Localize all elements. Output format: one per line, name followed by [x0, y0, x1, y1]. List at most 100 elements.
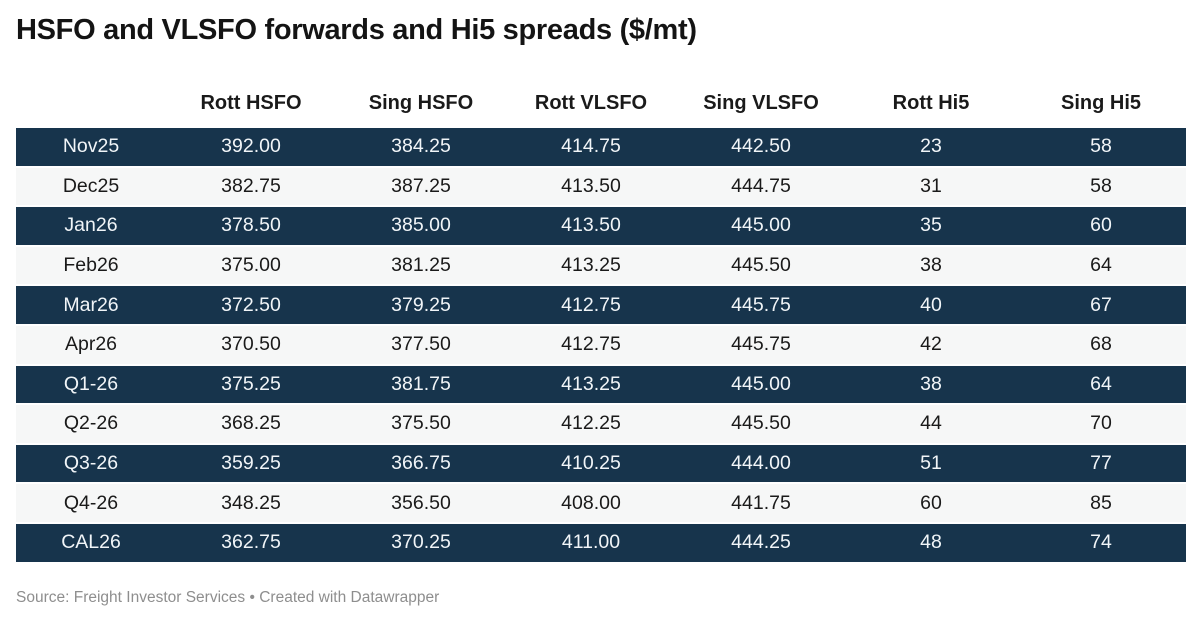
footer: Source: Freight Investor Services • Crea…: [16, 589, 1186, 607]
cell-value: 38: [846, 363, 1016, 404]
cell-value: 444.75: [676, 165, 846, 206]
table-row: Q2-26 368.25 375.50 412.25 445.50 44 70: [16, 403, 1186, 443]
cell-value: 379.25: [336, 284, 506, 324]
row-label: Apr26: [16, 323, 166, 364]
cell-value: 38: [846, 244, 1016, 285]
cell-value: 412.25: [506, 403, 676, 443]
footer-separator: •: [245, 588, 260, 606]
table-row: Q4-26 348.25 356.50 408.00 441.75 60 85: [16, 482, 1186, 522]
cell-value: 385.00: [336, 205, 506, 245]
cell-value: 375.00: [166, 244, 336, 285]
cell-value: 444.00: [676, 442, 846, 483]
cell-value: 408.00: [506, 482, 676, 522]
table-row: Jan26 378.50 385.00 413.50 445.00 35 60: [16, 205, 1186, 245]
cell-value: 375.50: [336, 403, 506, 443]
cell-value: 445.50: [676, 403, 846, 443]
cell-value: 366.75: [336, 442, 506, 483]
cell-value: 445.00: [676, 363, 846, 404]
row-label: Mar26: [16, 284, 166, 324]
header-rott-vlsfo: Rott VLSFO: [534, 92, 648, 114]
cell-value: 359.25: [166, 442, 336, 483]
cell-value: 445.75: [676, 284, 846, 324]
cell-value: 381.25: [336, 244, 506, 285]
source-link[interactable]: Freight Investor Services: [73, 588, 246, 606]
header-empty: [16, 84, 166, 126]
header-sing-hsfo: Sing HSFO: [368, 92, 474, 114]
cell-value: 382.75: [166, 165, 336, 206]
forwards-table: Rott HSFO Sing HSFO Rott VLSFO Sing VLSF…: [16, 84, 1186, 562]
cell-value: 64: [1016, 244, 1186, 285]
row-label: Q1-26: [16, 363, 166, 404]
cell-value: 348.25: [166, 482, 336, 522]
cell-value: 68: [1016, 323, 1186, 364]
table-row: Q1-26 375.25 381.75 413.25 445.00 38 64: [16, 363, 1186, 404]
row-label: Dec25: [16, 165, 166, 206]
cell-value: 44: [846, 403, 1016, 443]
cell-value: 412.75: [506, 284, 676, 324]
cell-value: 413.50: [506, 165, 676, 206]
cell-value: 48: [846, 521, 1016, 562]
cell-value: 445.00: [676, 205, 846, 245]
header-rott-hi5: Rott Hi5: [892, 92, 970, 114]
cell-value: 392.00: [166, 126, 336, 166]
cell-value: 31: [846, 165, 1016, 206]
page-title: HSFO and VLSFO forwards and Hi5 spreads …: [16, 14, 697, 46]
table-row: CAL26 362.75 370.25 411.00 444.25 48 74: [16, 521, 1186, 562]
cell-value: 60: [1016, 205, 1186, 245]
cell-value: 370.50: [166, 323, 336, 364]
header-sing-vlsfo: Sing VLSFO: [703, 92, 819, 114]
row-label: Nov25: [16, 126, 166, 166]
table-row: Apr26 370.50 377.50 412.75 445.75 42 68: [16, 323, 1186, 364]
row-label: Q3-26: [16, 442, 166, 483]
cell-value: 378.50: [166, 205, 336, 245]
cell-value: 381.75: [336, 363, 506, 404]
cell-value: 58: [1016, 165, 1186, 206]
header-rott-hsfo: Rott HSFO: [200, 92, 302, 114]
row-label: Q2-26: [16, 403, 166, 443]
cell-value: 58: [1016, 126, 1186, 166]
header-sing-hi5: Sing Hi5: [1060, 92, 1141, 114]
cell-value: 387.25: [336, 165, 506, 206]
cell-value: 77: [1016, 442, 1186, 483]
cell-value: 60: [846, 482, 1016, 522]
cell-value: 412.75: [506, 323, 676, 364]
cell-value: 441.75: [676, 482, 846, 522]
datawrapper-credit-link[interactable]: Created with Datawrapper: [259, 588, 440, 606]
table-row: Dec25 382.75 387.25 413.50 444.75 31 58: [16, 165, 1186, 206]
cell-value: 362.75: [166, 521, 336, 562]
cell-value: 368.25: [166, 403, 336, 443]
cell-value: 40: [846, 284, 1016, 324]
cell-value: 375.25: [166, 363, 336, 404]
cell-value: 414.75: [506, 126, 676, 166]
cell-value: 64: [1016, 363, 1186, 404]
cell-value: 70: [1016, 403, 1186, 443]
cell-value: 35: [846, 205, 1016, 245]
table-row: Q3-26 359.25 366.75 410.25 444.00 51 77: [16, 442, 1186, 483]
cell-value: 85: [1016, 482, 1186, 522]
cell-value: 67: [1016, 284, 1186, 324]
cell-value: 42: [846, 323, 1016, 364]
cell-value: 370.25: [336, 521, 506, 562]
cell-value: 372.50: [166, 284, 336, 324]
cell-value: 23: [846, 126, 1016, 166]
cell-value: 442.50: [676, 126, 846, 166]
table-row: Feb26 375.00 381.25 413.25 445.50 38 64: [16, 244, 1186, 285]
cell-value: 51: [846, 442, 1016, 483]
row-label: Q4-26: [16, 482, 166, 522]
row-label: CAL26: [16, 521, 166, 562]
table-header: Rott HSFO Sing HSFO Rott VLSFO Sing VLSF…: [16, 84, 1186, 126]
cell-value: 445.50: [676, 244, 846, 285]
cell-value: 411.00: [506, 521, 676, 562]
cell-value: 410.25: [506, 442, 676, 483]
row-label: Jan26: [16, 205, 166, 245]
cell-value: 74: [1016, 521, 1186, 562]
table-row: Nov25 392.00 384.25 414.75 442.50 23 58: [16, 126, 1186, 166]
cell-value: 356.50: [336, 482, 506, 522]
cell-value: 384.25: [336, 126, 506, 166]
header-row: Rott HSFO Sing HSFO Rott VLSFO Sing VLSF…: [16, 84, 1186, 126]
row-label: Feb26: [16, 244, 166, 285]
cell-value: 445.75: [676, 323, 846, 364]
cell-value: 377.50: [336, 323, 506, 364]
source-prefix-label: Source:: [16, 588, 74, 606]
table-body: Nov25 392.00 384.25 414.75 442.50 23 58 Dec25 38…: [16, 126, 1186, 562]
